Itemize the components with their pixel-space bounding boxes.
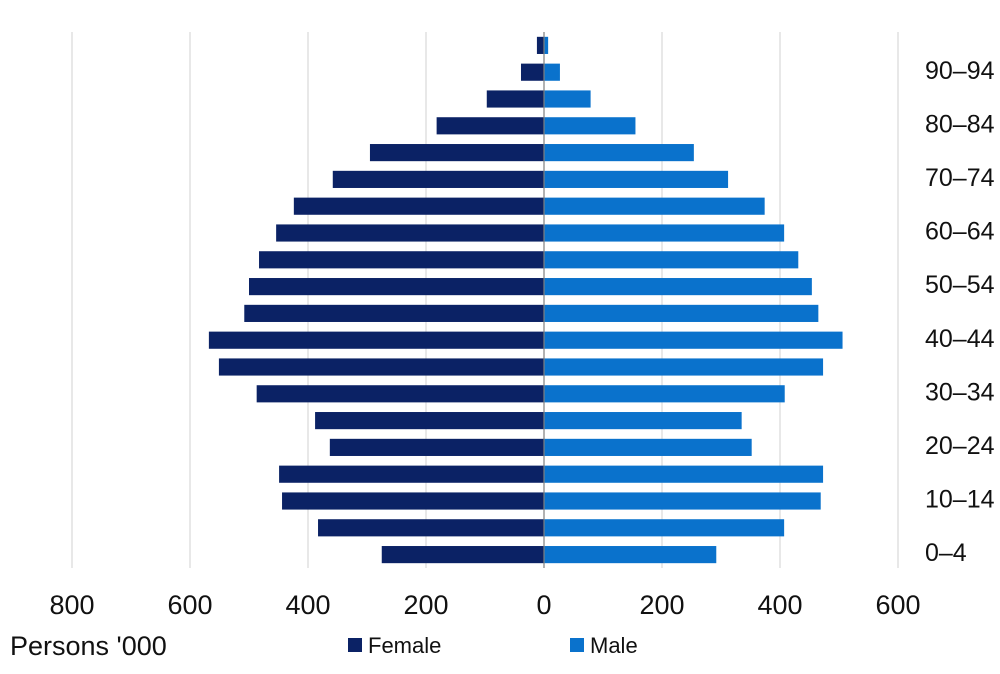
bar-female-20–24: [329, 438, 544, 456]
bar-female-35–39: [218, 358, 544, 376]
bar-female-95+: [536, 36, 544, 54]
x-tick-label: 200: [403, 590, 448, 620]
bar-female-45–49: [244, 304, 544, 322]
gridlines: [71, 32, 899, 568]
age-group-label: 40–44: [925, 325, 995, 353]
bar-male-50–54: [544, 278, 812, 296]
bar-female-80–84: [436, 117, 544, 135]
x-tick-label: 600: [875, 590, 920, 620]
bar-female-55–59: [259, 251, 544, 269]
bar-female-30–34: [256, 385, 544, 403]
age-group-label: 60–64: [925, 218, 995, 246]
x-tick-label: 200: [639, 590, 684, 620]
x-tick-label: 400: [285, 590, 330, 620]
bar-male-65–69: [544, 197, 765, 215]
age-group-label: 0–4: [925, 539, 967, 567]
x-tick-label: 0: [536, 590, 551, 620]
legend-swatch-male: [570, 638, 584, 652]
bar-female-75–79: [369, 144, 544, 162]
bar-female-10–14: [282, 492, 544, 510]
bar-male-40–44: [544, 331, 843, 349]
bar-female-15–19: [279, 465, 544, 483]
x-tick-label: 600: [167, 590, 212, 620]
bar-male-35–39: [544, 358, 824, 376]
x-tick-label: 800: [49, 590, 94, 620]
age-group-label: 90–94: [925, 57, 995, 85]
bar-female-85–89: [486, 90, 544, 108]
bar-male-0–4: [544, 546, 717, 564]
bar-female-0–4: [381, 546, 544, 564]
legend-label-female: Female: [368, 633, 441, 658]
bar-male-95+: [544, 36, 549, 54]
bar-female-60–64: [276, 224, 544, 242]
age-group-labels: 0–4 10–14 20–24 30–34 40–44 50–54 60–64 70–74 80…: [925, 57, 995, 567]
bar-female-25–29: [315, 412, 544, 430]
bar-female-50–54: [249, 278, 544, 296]
bar-male-70–74: [544, 170, 729, 188]
bar-male-60–64: [544, 224, 785, 242]
bar-male-30–34: [544, 385, 785, 403]
x-tick-labels: 800 600 400 200 0 200 400 600: [49, 590, 920, 620]
age-group-label: 50–54: [925, 271, 995, 299]
bar-female-40–44: [208, 331, 544, 349]
bar-male-75–79: [544, 144, 694, 162]
bar-male-80–84: [544, 117, 636, 135]
legend-label-male: Male: [590, 633, 638, 658]
legend-swatch-female: [348, 638, 362, 652]
bar-male-15–19: [544, 465, 824, 483]
legend: Female Male: [348, 633, 638, 658]
bar-male-45–49: [544, 304, 819, 322]
bars: [208, 36, 843, 564]
x-axis-title: Persons '000: [10, 631, 167, 661]
bar-female-90–94: [520, 63, 544, 81]
age-group-label: 80–84: [925, 110, 995, 138]
bar-male-25–29: [544, 412, 742, 430]
bar-male-5–9: [544, 519, 785, 537]
bar-male-55–59: [544, 251, 799, 269]
age-group-label: 20–24: [925, 432, 995, 460]
age-group-label: 30–34: [925, 378, 995, 406]
bar-male-85–89: [544, 90, 591, 108]
age-group-label: 70–74: [925, 164, 995, 192]
age-group-label: 10–14: [925, 486, 995, 514]
bar-female-70–74: [332, 170, 544, 188]
bar-male-20–24: [544, 438, 752, 456]
bar-female-65–69: [293, 197, 544, 215]
bar-male-90–94: [544, 63, 560, 81]
bar-male-10–14: [544, 492, 821, 510]
bar-female-5–9: [318, 519, 544, 537]
x-tick-label: 400: [757, 590, 802, 620]
